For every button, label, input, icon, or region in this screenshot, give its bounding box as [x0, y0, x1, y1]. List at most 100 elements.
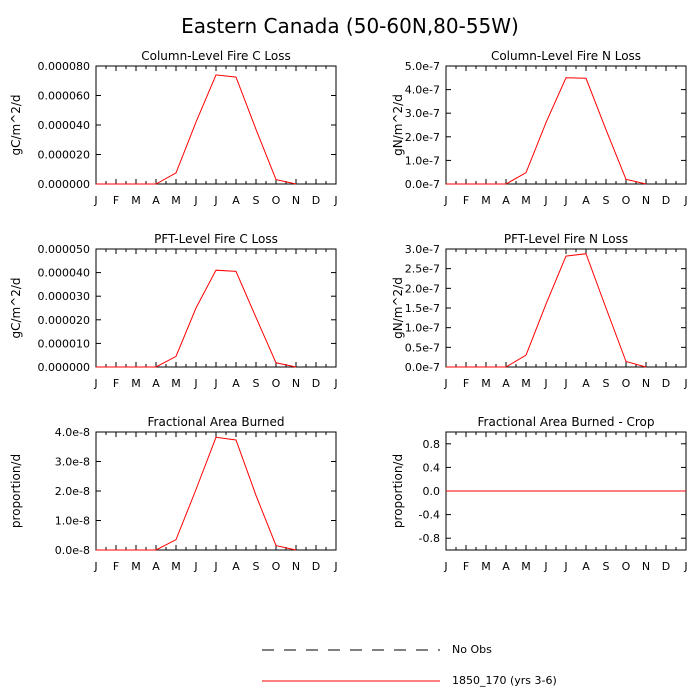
- x-tick-label: F: [463, 377, 469, 390]
- x-tick-label: D: [312, 560, 320, 573]
- y-tick-label: 0.5e-7: [405, 341, 440, 354]
- x-tick-label: J: [333, 560, 337, 573]
- x-tick-label: M: [171, 560, 181, 573]
- x-tick-label: J: [213, 560, 217, 573]
- x-tick-label: S: [603, 560, 610, 573]
- plot-frame: [95, 65, 337, 185]
- x-tick-label: J: [93, 377, 97, 390]
- y-tick-label: 4.0e-8: [55, 426, 90, 439]
- y-tick-label: 0.000030: [38, 290, 91, 303]
- x-tick-label: N: [292, 377, 300, 390]
- x-tick-label: J: [333, 377, 337, 390]
- x-tick-label: J: [683, 377, 687, 390]
- x-tick-label: D: [312, 194, 320, 207]
- figure-title: Eastern Canada (50-60N,80-55W): [181, 14, 519, 38]
- x-tick-label: N: [292, 560, 300, 573]
- x-tick-label: J: [543, 377, 547, 390]
- x-tick-label: D: [662, 194, 670, 207]
- series-line: [96, 74, 297, 185]
- x-tick-label: O: [272, 560, 281, 573]
- x-tick-label: J: [333, 194, 337, 207]
- x-tick-label: D: [662, 377, 670, 390]
- x-tick-label: F: [463, 194, 469, 207]
- y-tick-label: 0.000020: [38, 149, 91, 162]
- y-tick-label: 0.000000: [38, 361, 91, 374]
- y-tick-label: 0.000040: [38, 267, 91, 280]
- x-tick-label: J: [543, 194, 547, 207]
- panel-title: Fractional Area Burned: [148, 415, 285, 429]
- y-axis-label: gN/m^2/d: [391, 277, 405, 339]
- x-tick-label: A: [502, 194, 510, 207]
- x-tick-label: S: [603, 194, 610, 207]
- x-tick-label: M: [521, 560, 531, 573]
- y-tick-label: 2.0e-7: [405, 282, 440, 295]
- x-tick-label: M: [521, 377, 531, 390]
- y-tick-label: 0.0e-7: [405, 178, 440, 191]
- x-tick-label: M: [481, 560, 491, 573]
- y-tick-label: 2.0e-7: [405, 131, 440, 144]
- y-tick-label: 0.000000: [38, 178, 91, 191]
- x-tick-label: F: [113, 560, 119, 573]
- series-line: [446, 253, 647, 368]
- series-line: [446, 77, 647, 185]
- x-tick-label: J: [93, 194, 97, 207]
- legend-label-model-run: 1850_170 (yrs 3-6): [452, 674, 557, 687]
- plot-frame: [95, 248, 337, 368]
- x-tick-label: A: [232, 560, 240, 573]
- x-tick-label: M: [131, 377, 141, 390]
- x-tick-label: J: [193, 194, 197, 207]
- y-tick-label: 1.0e-7: [405, 154, 440, 167]
- x-tick-label: A: [502, 560, 510, 573]
- x-tick-label: F: [113, 377, 119, 390]
- panel-title: Column-Level Fire C Loss: [141, 49, 291, 63]
- series-line: [96, 436, 297, 551]
- x-tick-label: O: [622, 560, 631, 573]
- x-tick-label: J: [443, 377, 447, 390]
- x-tick-label: O: [272, 377, 281, 390]
- x-tick-label: N: [642, 560, 650, 573]
- y-axis-label: proportion/d: [9, 454, 23, 528]
- x-tick-label: M: [521, 194, 531, 207]
- y-tick-label: 0.000010: [38, 337, 91, 350]
- y-tick-label: -0.8: [419, 532, 440, 545]
- y-axis-label: gC/m^2/d: [9, 277, 23, 338]
- x-tick-label: O: [622, 194, 631, 207]
- legend-label-no-obs: No Obs: [452, 643, 492, 656]
- y-axis-label: gC/m^2/d: [9, 94, 23, 155]
- x-tick-label: A: [152, 194, 160, 207]
- y-tick-label: 2.0e-8: [55, 485, 90, 498]
- y-tick-label: 0.000040: [38, 119, 91, 132]
- x-tick-label: J: [93, 560, 97, 573]
- x-tick-label: O: [272, 194, 281, 207]
- plot-frame: [445, 65, 687, 185]
- x-tick-label: J: [213, 377, 217, 390]
- x-tick-label: A: [502, 377, 510, 390]
- x-tick-label: J: [213, 194, 217, 207]
- x-tick-label: S: [253, 377, 260, 390]
- x-tick-label: J: [543, 560, 547, 573]
- series-line: [96, 269, 297, 368]
- y-tick-label: -0.4: [419, 509, 440, 522]
- x-tick-label: M: [171, 194, 181, 207]
- x-tick-label: J: [683, 194, 687, 207]
- y-tick-label: 0.000080: [38, 60, 91, 73]
- x-tick-label: J: [563, 194, 567, 207]
- chart-panel-6: Fractional Area Burned - Crop proportion/…: [391, 415, 688, 573]
- y-tick-label: 5.0e-7: [405, 60, 440, 73]
- y-tick-label: 2.5e-7: [405, 263, 440, 276]
- y-tick-label: 0.000050: [38, 243, 91, 256]
- y-axis-label: gN/m^2/d: [391, 94, 405, 156]
- x-tick-label: M: [481, 194, 491, 207]
- y-tick-label: 0.8: [423, 438, 441, 451]
- x-tick-label: J: [193, 377, 197, 390]
- x-tick-label: M: [131, 560, 141, 573]
- y-tick-label: 3.0e-8: [55, 456, 90, 469]
- x-tick-label: N: [292, 194, 300, 207]
- y-tick-label: 0.4: [423, 461, 441, 474]
- x-tick-label: J: [443, 194, 447, 207]
- x-tick-label: N: [642, 194, 650, 207]
